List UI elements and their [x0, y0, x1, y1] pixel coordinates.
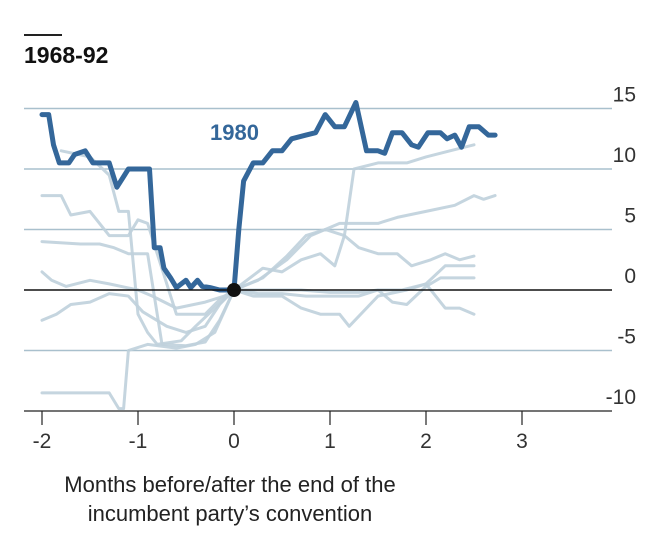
background-series-line [40, 270, 476, 310]
highlight-series-line [39, 100, 498, 293]
title-rule [24, 34, 62, 36]
x-tick-label: 3 [516, 430, 528, 453]
y-tick-label: 5 [624, 205, 636, 228]
x-axis-label: Months before/after the end of the incum… [64, 472, 396, 526]
y-tick-label: 15 [613, 84, 636, 107]
x-tick-label: -2 [33, 430, 52, 453]
highlight-series-label: 1980 [210, 120, 259, 145]
x-tick-label: -1 [129, 430, 148, 453]
y-tick-label: -5 [617, 326, 636, 349]
background-series-line [40, 143, 476, 411]
x-tick-label: 0 [228, 430, 240, 453]
y-tick-label: 0 [624, 265, 636, 288]
background-series-layer [40, 143, 497, 411]
y-tick-label: -10 [606, 386, 636, 409]
background-series-line [40, 228, 476, 348]
y-tick-label: 10 [613, 144, 636, 167]
x-tick-label: 2 [420, 430, 432, 453]
chart-title: 1968-92 [24, 42, 109, 68]
grid-layer [24, 107, 612, 412]
x-tick-label: 1 [324, 430, 336, 453]
